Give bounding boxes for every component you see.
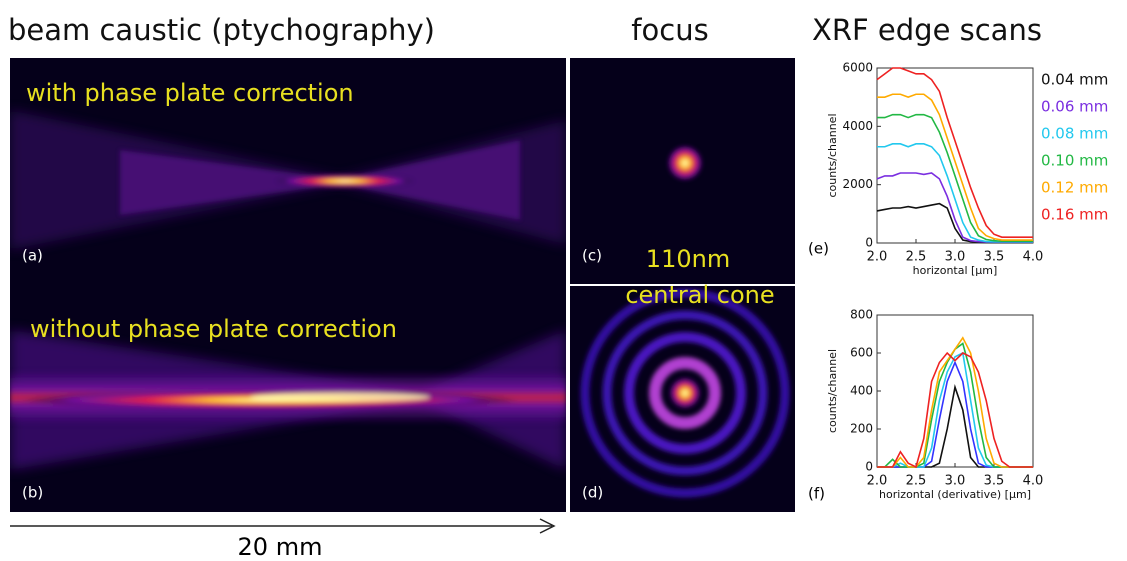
y-tick-label: 400: [850, 384, 873, 398]
y-tick-label: 0: [865, 236, 873, 250]
panel-label: (a): [22, 247, 43, 265]
y-tick-label: 6000: [842, 61, 873, 75]
y-tick-label: 2000: [842, 177, 873, 191]
caustic-image: [10, 58, 566, 512]
legend-entry: 0.16 mm: [1041, 206, 1108, 224]
panel-text: with phase plate correction: [26, 79, 354, 107]
figure: beam caustic (ptychography) focus XRF ed…: [0, 0, 1127, 561]
series-line: [877, 115, 1033, 242]
x-axis-label: horizontal [μm]: [913, 264, 998, 277]
y-tick-label: 0: [865, 460, 873, 474]
x-tick-label: 2.5: [906, 474, 927, 489]
y-axis-label: counts/channel: [826, 114, 839, 198]
x-axis-label: horizontal (derivative) [μm]: [879, 488, 1031, 501]
y-axis-label: counts/channel: [826, 349, 839, 433]
x-tick-label: 4.0: [1023, 474, 1044, 489]
x-tick-label: 3.5: [984, 474, 1005, 489]
panel-label: (b): [22, 484, 43, 502]
legend-entry: 0.08 mm: [1041, 125, 1108, 143]
panel-label: (d): [582, 484, 603, 502]
x-tick-label: 2.0: [867, 474, 888, 489]
heading: focus: [631, 13, 708, 47]
panel-text: central cone: [625, 281, 774, 309]
legend-entry: 0.04 mm: [1041, 71, 1108, 89]
panel-text: 110nm: [646, 245, 730, 273]
series-line: [877, 387, 1033, 467]
y-tick-label: 600: [850, 346, 873, 360]
legend-entry: 0.06 mm: [1041, 98, 1108, 116]
x-tick-label: 3.0: [945, 250, 966, 265]
legend-entry: 0.10 mm: [1041, 152, 1108, 170]
panel-label: (c): [582, 247, 602, 265]
panel-label: (e): [808, 240, 829, 258]
x-tick-label: 2.5: [906, 250, 927, 265]
series-line: [877, 68, 1033, 237]
legend-entry: 0.12 mm: [1041, 179, 1108, 197]
y-tick-label: 200: [850, 422, 873, 436]
x-tick-label: 3.0: [945, 474, 966, 489]
series-line: [877, 353, 1033, 467]
x-tick-label: 2.0: [867, 250, 888, 265]
series-line: [877, 353, 1033, 467]
y-tick-label: 4000: [842, 119, 873, 133]
scale-label: 20 mm: [238, 533, 323, 561]
heading: XRF edge scans: [812, 13, 1042, 47]
heading: beam caustic (ptychography): [8, 13, 435, 47]
x-tick-label: 3.5: [984, 250, 1005, 265]
panel-text: without phase plate correction: [30, 315, 397, 343]
panel-label: (f): [808, 485, 825, 503]
y-tick-label: 800: [850, 308, 873, 322]
x-tick-label: 4.0: [1023, 250, 1044, 265]
